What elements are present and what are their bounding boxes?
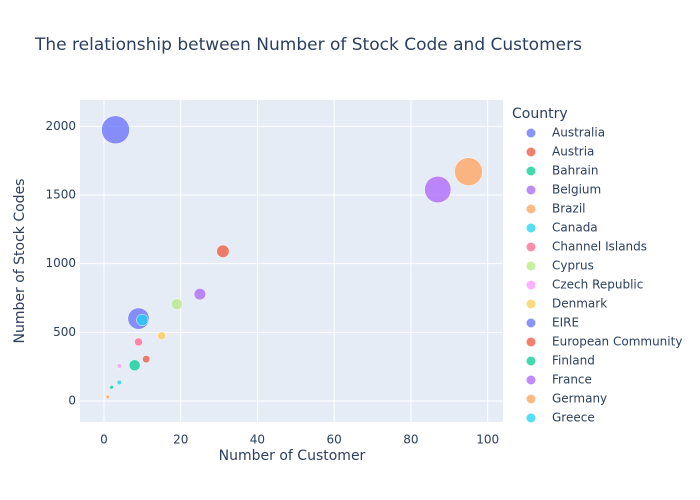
y-tick-label: 1500 [45,188,76,202]
legend-marker [526,375,536,385]
legend-label[interactable]: Czech Republic [552,278,643,292]
legend-label[interactable]: France [552,373,592,387]
legend-label[interactable]: Finland [552,354,595,368]
bubble [142,355,151,364]
marks [101,115,483,400]
x-tick-label: 20 [173,433,188,447]
y-tick-label: 500 [53,325,76,339]
legend-marker [526,128,536,138]
legend-label[interactable]: EIRE [552,316,579,330]
bubble [193,288,206,301]
legend-label[interactable]: Germany [552,392,607,406]
legend-marker [526,185,536,195]
legend-marker [526,261,536,271]
legend-title: Country [512,106,568,122]
x-tick-label: 0 [100,433,108,447]
y-tick-label: 1000 [45,256,76,270]
x-tick-label: 40 [250,433,265,447]
legend-marker [526,166,536,176]
legend-marker [526,280,536,290]
legend-label[interactable]: Brazil [552,202,586,216]
legend-label[interactable]: Cyprus [552,259,594,273]
y-tick-label: 0 [68,393,76,407]
plot-area [80,100,503,422]
legend-label[interactable]: Belgium [552,183,601,197]
legend-marker [526,204,536,214]
legend-label[interactable]: Denmark [552,297,607,311]
bubble [454,157,483,186]
legend-label[interactable]: Austria [552,145,594,159]
legend-marker [526,318,536,328]
legend-marker [526,147,536,157]
legend-label[interactable]: Canada [552,221,598,235]
bubble [424,176,452,204]
legend-label[interactable]: European Community [552,335,682,349]
legend: Australia Austria Bahrain Belgium Brazil Cana… [526,126,682,425]
y-tick-label: 2000 [45,119,76,133]
x-tick-label: 100 [476,433,499,447]
bubble [128,359,141,372]
legend-marker [526,337,536,347]
x-tick-label: 80 [403,433,418,447]
legend-marker [526,356,536,366]
legend-label[interactable]: Australia [552,126,605,140]
bubble [136,313,149,327]
bubble [101,115,130,145]
legend-marker [526,413,536,423]
bubble [109,385,114,390]
y-axis-title: Number of Stock Codes [12,179,28,344]
legend-label[interactable]: Greece [552,411,595,425]
legend-label[interactable]: Channel Islands [552,240,647,254]
bubble [171,298,183,310]
bubble [157,331,166,341]
bubble [116,363,122,369]
legend-marker [526,299,536,309]
bubble [134,337,143,347]
legend-marker [526,394,536,404]
bubble [105,394,111,400]
bubble [116,379,122,386]
bubble [216,244,230,258]
chart-title: The relationship between Number of Stock… [34,35,582,55]
legend-marker [526,223,536,233]
legend-label[interactable]: Bahrain [552,164,598,178]
x-tick-label: 60 [327,433,342,447]
x-axis-title: Number of Customer [219,448,366,464]
legend-marker [526,242,536,252]
